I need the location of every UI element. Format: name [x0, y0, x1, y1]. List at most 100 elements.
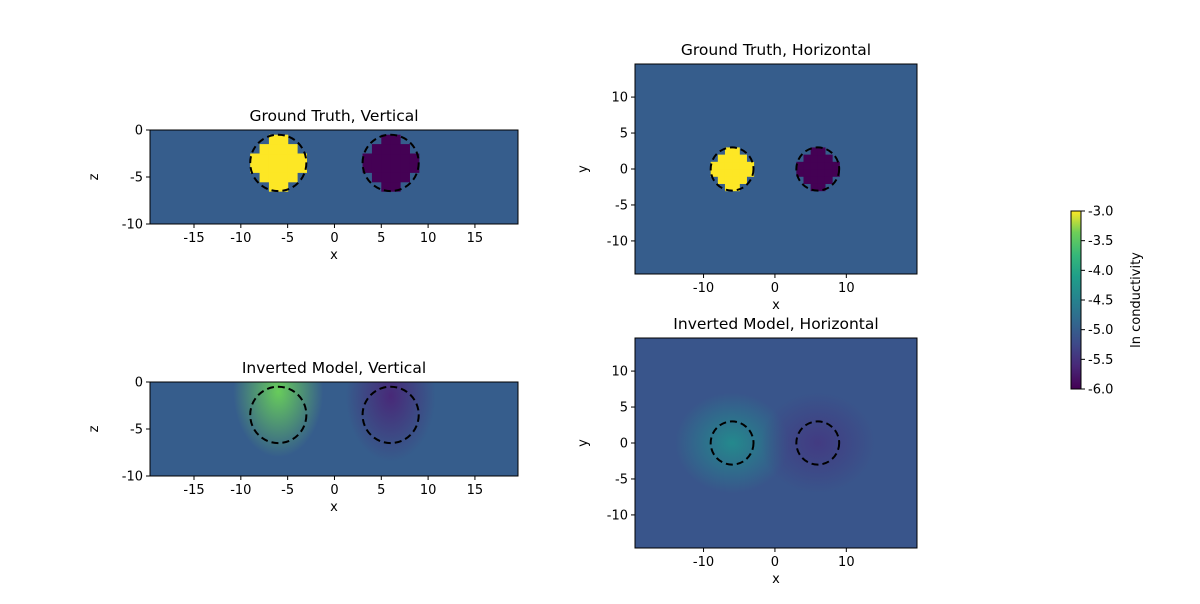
heatmap-background [150, 130, 518, 224]
heatmap-cell [381, 134, 392, 145]
heatmap-cell [796, 161, 805, 170]
heatmap-cell [803, 176, 812, 184]
y-tick-label: -10 [607, 508, 628, 523]
heatmap-cell [732, 161, 740, 170]
heatmap-cell [287, 172, 298, 183]
heatmap-cell [724, 154, 733, 163]
anomaly [233, 382, 324, 458]
colorbar-tick-label: -5.0 [1088, 323, 1113, 338]
y-axis-label: z [87, 173, 102, 180]
heatmap-cell [710, 161, 719, 170]
heatmap-cell [732, 147, 740, 156]
heatmap-cell [832, 161, 840, 170]
x-tick-label: 5 [377, 483, 385, 498]
heatmap-cell [400, 162, 410, 173]
heatmap-cell [278, 172, 289, 183]
subplot-title: Ground Truth, Vertical [249, 107, 418, 125]
heatmap-cell [268, 162, 279, 173]
heatmap-cell [817, 176, 826, 184]
heatmap-cell [381, 144, 392, 155]
heatmap-cell [817, 147, 826, 156]
heatmap [150, 382, 518, 476]
x-tick-label: -10 [230, 231, 251, 246]
heatmap-cell [371, 144, 382, 155]
heatmap-cell [724, 176, 733, 184]
heatmap-cell [278, 181, 289, 192]
heatmap-cell [400, 144, 410, 155]
heatmap-cell [810, 161, 819, 170]
x-tick-label: 10 [420, 231, 437, 246]
heatmap-cell [278, 144, 289, 155]
heatmap-cell [381, 153, 392, 164]
x-tick-label: -10 [693, 555, 714, 570]
y-axis-label: z [87, 425, 102, 432]
heatmap-cell [724, 147, 733, 156]
dashed-circle [249, 385, 308, 445]
heatmap-cell [400, 153, 410, 164]
y-tick-label: -5 [615, 472, 628, 487]
x-axis-label: x [772, 572, 780, 587]
heatmap-cell [362, 162, 373, 173]
y-axis-label: y [576, 165, 591, 173]
y-tick-label: 0 [620, 163, 628, 178]
x-axis-label: x [772, 298, 780, 313]
heatmap-cell [717, 169, 726, 177]
heatmap-cell [381, 172, 392, 183]
heatmap-cell [803, 161, 812, 170]
heatmap-cell [287, 162, 298, 173]
heatmap [635, 338, 917, 548]
heatmap-cell [390, 153, 401, 164]
y-tick-label: 0 [135, 376, 143, 391]
heatmap-cell [371, 153, 382, 164]
heatmap-cell [824, 154, 833, 163]
heatmap-cell [250, 162, 261, 173]
heatmap-cell [409, 153, 420, 164]
dashed-circle [795, 420, 841, 466]
x-tick-label: -15 [183, 483, 204, 498]
anomaly [345, 382, 436, 462]
y-tick-label: -5 [130, 423, 143, 438]
heatmap-cell [803, 154, 812, 163]
subplot-title: Inverted Model, Vertical [242, 359, 426, 377]
colorbar-tick-label: -3.0 [1088, 205, 1113, 220]
heatmap-cell [824, 161, 833, 170]
heatmap-cell [259, 153, 270, 164]
x-tick-label: -10 [230, 483, 251, 498]
heatmap-cell [381, 162, 392, 173]
heatmap-cell [817, 161, 826, 170]
heatmap-cell [390, 162, 401, 173]
y-tick-label: 5 [620, 401, 628, 416]
heatmap-cell [824, 169, 833, 177]
heatmap-cell [810, 154, 819, 163]
subplot-0: -15 -10 -5 0 5 10 15 -10 -5 0 x z Ground Truth, Vert… [87, 107, 519, 263]
heatmap-cell [810, 183, 819, 192]
x-axis-label: x [330, 248, 338, 263]
subplot-3: -10 0 10 -10 -5 0 5 10 x y Inverted Model, Horizon… [576, 315, 918, 587]
heatmap-background [150, 382, 518, 476]
heatmap-cell [817, 183, 826, 192]
heatmap-background [635, 64, 917, 274]
heatmap-cell [746, 169, 755, 177]
y-tick-label: -5 [130, 171, 143, 186]
heatmap-cell [810, 169, 819, 177]
dashed-circle [709, 420, 755, 466]
x-tick-label: 10 [838, 281, 855, 296]
heatmap-cell [259, 172, 270, 183]
x-tick-label: 0 [330, 483, 338, 498]
heatmap-cell [739, 154, 747, 163]
heatmap [635, 64, 917, 274]
heatmap-cell [268, 181, 279, 192]
colorbar-tick-label: -3.5 [1088, 234, 1113, 249]
dashed-circle [709, 146, 755, 192]
heatmap-cell [724, 161, 733, 170]
y-axis-label: y [576, 439, 591, 447]
heatmap-cell [796, 169, 805, 177]
anomaly [760, 392, 875, 494]
y-tick-label: -10 [122, 218, 143, 233]
y-tick-label: -10 [607, 234, 628, 249]
heatmap-cell [739, 169, 747, 177]
heatmap-cell [390, 134, 401, 145]
colorbar-tick-label: -4.0 [1088, 264, 1113, 279]
y-tick-label: 0 [620, 437, 628, 452]
